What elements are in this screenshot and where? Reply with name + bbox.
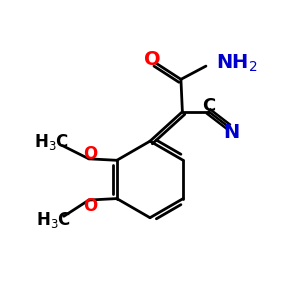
Text: NH$_2$: NH$_2$ [216,52,258,74]
Text: C: C [202,98,215,116]
Text: O: O [144,50,161,69]
Text: H$_3$C: H$_3$C [36,210,71,230]
Text: O: O [83,197,98,215]
Text: H$_3$C: H$_3$C [34,132,70,152]
Text: N: N [223,123,239,142]
Text: O: O [83,145,98,163]
